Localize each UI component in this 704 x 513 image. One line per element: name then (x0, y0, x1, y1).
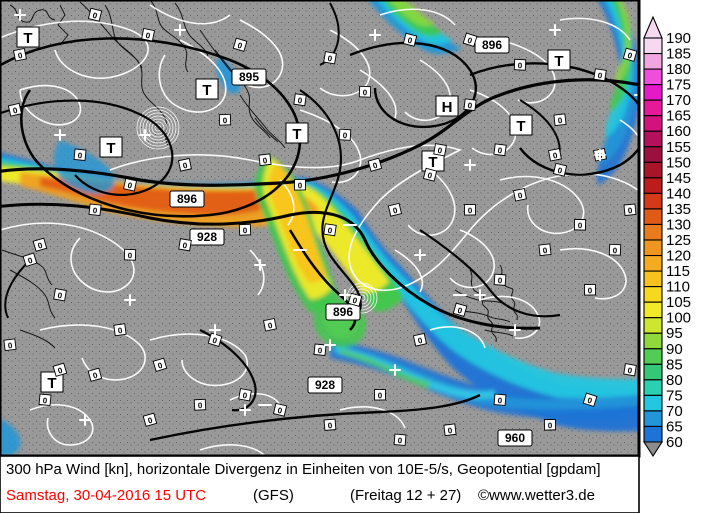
svg-text:0: 0 (128, 251, 133, 260)
svg-text:80: 80 (666, 372, 683, 389)
svg-text:0: 0 (548, 421, 553, 430)
svg-text:100: 100 (666, 310, 691, 327)
svg-text:896: 896 (333, 305, 353, 319)
svg-text:140: 140 (666, 185, 691, 202)
svg-text:(Freitag 12 + 27): (Freitag 12 + 27) (350, 487, 461, 504)
svg-text:125: 125 (666, 232, 691, 249)
svg-text:115: 115 (666, 263, 690, 280)
svg-text:0: 0 (468, 206, 473, 215)
svg-text:0: 0 (378, 391, 383, 400)
svg-text:180: 180 (666, 61, 691, 78)
svg-text:65: 65 (666, 418, 683, 435)
svg-text:Samstag, 30-04-2016 15 UTC: Samstag, 30-04-2016 15 UTC (6, 487, 206, 504)
svg-text:T: T (47, 375, 56, 392)
svg-text:145: 145 (666, 170, 691, 187)
svg-text:110: 110 (666, 279, 690, 296)
svg-text:T: T (554, 53, 563, 70)
svg-text:(GFS): (GFS) (253, 487, 294, 504)
svg-text:T: T (106, 140, 115, 157)
svg-text:0: 0 (578, 221, 583, 230)
svg-text:95: 95 (666, 325, 683, 342)
svg-text:170: 170 (666, 92, 691, 109)
svg-text:60: 60 (666, 434, 683, 451)
svg-text:896: 896 (482, 38, 502, 52)
svg-text:T: T (202, 82, 211, 99)
svg-text:165: 165 (666, 108, 691, 125)
svg-text:160: 160 (666, 123, 691, 140)
svg-text:300 hPa Wind [kn], horizontale: 300 hPa Wind [kn], horizontale Divergenz… (6, 461, 601, 478)
svg-text:105: 105 (666, 294, 691, 311)
svg-text:T: T (516, 118, 525, 135)
svg-text:928: 928 (315, 378, 335, 392)
svg-text:0: 0 (298, 181, 303, 190)
svg-text:155: 155 (666, 139, 691, 156)
svg-text:175: 175 (666, 77, 691, 94)
svg-text:©www.wetter3.de: ©www.wetter3.de (478, 487, 595, 504)
svg-text:H: H (442, 99, 453, 116)
svg-text:928: 928 (197, 230, 217, 244)
svg-text:75: 75 (666, 387, 683, 404)
svg-text:85: 85 (666, 356, 683, 373)
svg-text:T: T (428, 154, 437, 171)
svg-text:896: 896 (177, 192, 197, 206)
svg-text:90: 90 (666, 341, 683, 358)
svg-text:70: 70 (666, 403, 683, 420)
svg-text:895: 895 (239, 70, 259, 84)
svg-text:T: T (292, 126, 301, 143)
svg-text:135: 135 (666, 201, 691, 218)
svg-text:0: 0 (588, 286, 593, 295)
svg-text:190: 190 (666, 30, 691, 47)
svg-text:150: 150 (666, 154, 691, 171)
svg-text:185: 185 (666, 46, 691, 63)
svg-text:T: T (23, 30, 32, 47)
svg-text:130: 130 (666, 216, 691, 233)
svg-text:960: 960 (505, 431, 525, 445)
svg-text:120: 120 (666, 248, 691, 265)
